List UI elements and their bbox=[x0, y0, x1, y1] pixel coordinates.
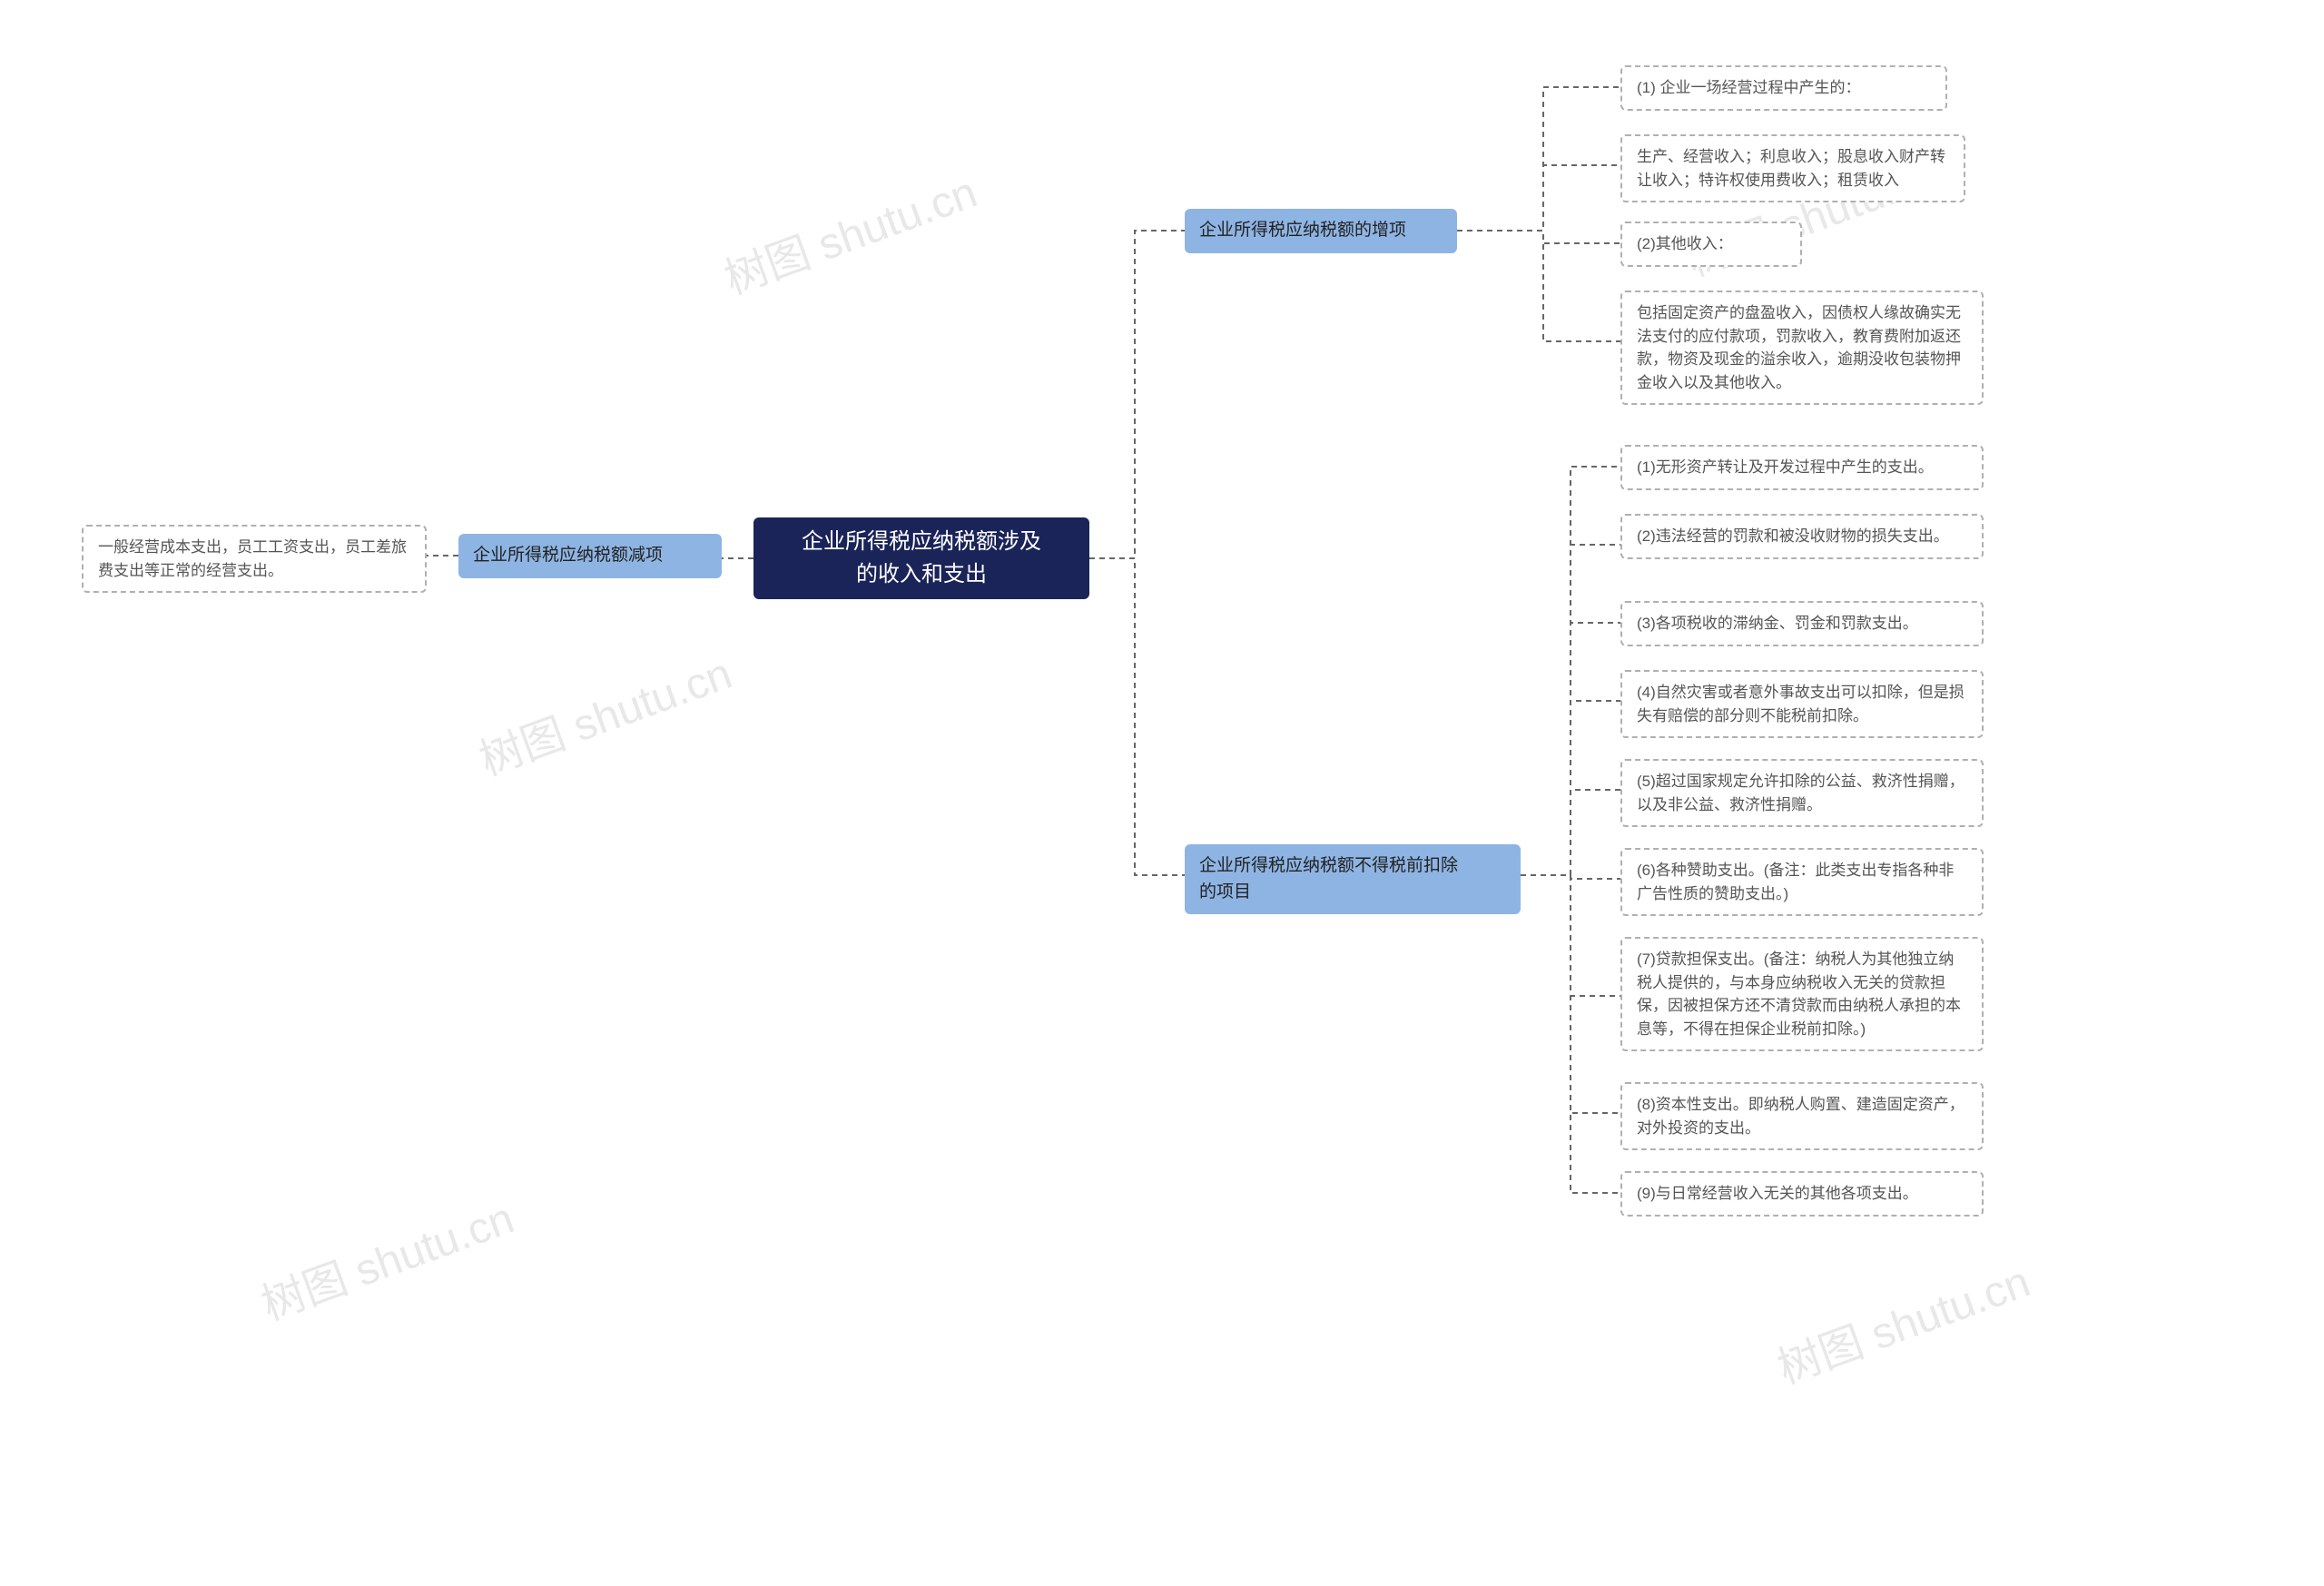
left-leaf-1-text: 一般经营成本支出，员工工资支出，员工差旅费支出等正常的经营支出。 bbox=[98, 538, 407, 579]
right2-leaf-6-text: (6)各种赞助支出。(备注：此类支出专指各种非广告性质的赞助支出。) bbox=[1637, 862, 1954, 902]
central-title-line1: 企业所得税应纳税额涉及 bbox=[802, 526, 1041, 558]
right1-leaf-3[interactable]: (2)其他收入： bbox=[1620, 222, 1802, 267]
right2-leaf-2[interactable]: (2)违法经营的罚款和被没收财物的损失支出。 bbox=[1620, 514, 1984, 559]
watermark: 树图 shutu.cn bbox=[1768, 1246, 2037, 1395]
right1-leaf-2-text: 生产、经营收入；利息收入；股息收入财产转让收入；特许权使用费收入；租赁收入 bbox=[1637, 148, 1945, 189]
right2-leaf-3[interactable]: (3)各项税收的滞纳金、罚金和罚款支出。 bbox=[1620, 601, 1984, 646]
right1-leaf-3-text: (2)其他收入： bbox=[1637, 235, 1733, 252]
central-node[interactable]: 企业所得税应纳税额涉及 的收入和支出 bbox=[753, 517, 1089, 599]
right1-leaf-4-text: 包括固定资产的盘盈收入，因债权人缘故确实无法支付的应付款项，罚款收入，教育费附加… bbox=[1637, 304, 1961, 391]
right2-branch-label-line1: 企业所得税应纳税额不得税前扣除 bbox=[1199, 853, 1506, 880]
right2-branch-label-line2: 的项目 bbox=[1199, 880, 1506, 906]
right2-leaf-5[interactable]: (5)超过国家规定允许扣除的公益、救济性捐赠，以及非公益、救济性捐赠。 bbox=[1620, 759, 1984, 827]
right1-branch-label: 企业所得税应纳税额的增项 bbox=[1199, 221, 1406, 240]
right2-leaf-8-text: (8)资本性支出。即纳税人购置、建造固定资产，对外投资的支出。 bbox=[1637, 1096, 1965, 1137]
right1-leaf-4[interactable]: 包括固定资产的盘盈收入，因债权人缘故确实无法支付的应付款项，罚款收入，教育费附加… bbox=[1620, 291, 1984, 405]
left-leaf-1[interactable]: 一般经营成本支出，员工工资支出，员工差旅费支出等正常的经营支出。 bbox=[82, 525, 427, 593]
right1-leaf-2[interactable]: 生产、经营收入；利息收入；股息收入财产转让收入；特许权使用费收入；租赁收入 bbox=[1620, 134, 1965, 202]
watermark: 树图 shutu.cn bbox=[469, 637, 739, 787]
left-branch-label: 企业所得税应纳税额减项 bbox=[473, 546, 663, 565]
right2-leaf-1-text: (1)无形资产转让及开发过程中产生的支出。 bbox=[1637, 458, 1934, 476]
right2-leaf-5-text: (5)超过国家规定允许扣除的公益、救济性捐赠，以及非公益、救济性捐赠。 bbox=[1637, 773, 1965, 813]
right1-leaf-1-text: (1) 企业一场经营过程中产生的： bbox=[1637, 79, 1861, 96]
right2-leaf-9[interactable]: (9)与日常经营收入无关的其他各项支出。 bbox=[1620, 1171, 1984, 1217]
right2-leaf-1[interactable]: (1)无形资产转让及开发过程中产生的支出。 bbox=[1620, 445, 1984, 490]
right2-leaf-4-text: (4)自然灾害或者意外事故支出可以扣除，但是损失有赔偿的部分则不能税前扣除。 bbox=[1637, 684, 1965, 724]
left-branch[interactable]: 企业所得税应纳税额减项 bbox=[458, 534, 722, 578]
right2-leaf-3-text: (3)各项税收的滞纳金、罚金和罚款支出。 bbox=[1637, 615, 1918, 632]
central-title-line2: 的收入和支出 bbox=[802, 558, 1041, 591]
right2-leaf-7[interactable]: (7)贷款担保支出。(备注：纳税人为其他独立纳税人提供的，与本身应纳税收入无关的… bbox=[1620, 937, 1984, 1051]
right2-leaf-2-text: (2)违法经营的罚款和被没收财物的损失支出。 bbox=[1637, 527, 1949, 545]
right2-leaf-9-text: (9)与日常经营收入无关的其他各项支出。 bbox=[1637, 1185, 1918, 1202]
right2-branch[interactable]: 企业所得税应纳税额不得税前扣除 的项目 bbox=[1185, 844, 1521, 914]
right2-leaf-6[interactable]: (6)各种赞助支出。(备注：此类支出专指各种非广告性质的赞助支出。) bbox=[1620, 848, 1984, 916]
right2-leaf-7-text: (7)贷款担保支出。(备注：纳税人为其他独立纳税人提供的，与本身应纳税收入无关的… bbox=[1637, 951, 1961, 1038]
watermark: 树图 shutu.cn bbox=[714, 156, 984, 306]
right1-branch[interactable]: 企业所得税应纳税额的增项 bbox=[1185, 209, 1457, 253]
right2-leaf-8[interactable]: (8)资本性支出。即纳税人购置、建造固定资产，对外投资的支出。 bbox=[1620, 1082, 1984, 1150]
right1-leaf-1[interactable]: (1) 企业一场经营过程中产生的： bbox=[1620, 65, 1947, 111]
watermark: 树图 shutu.cn bbox=[251, 1182, 521, 1332]
right2-leaf-4[interactable]: (4)自然灾害或者意外事故支出可以扣除，但是损失有赔偿的部分则不能税前扣除。 bbox=[1620, 670, 1984, 738]
